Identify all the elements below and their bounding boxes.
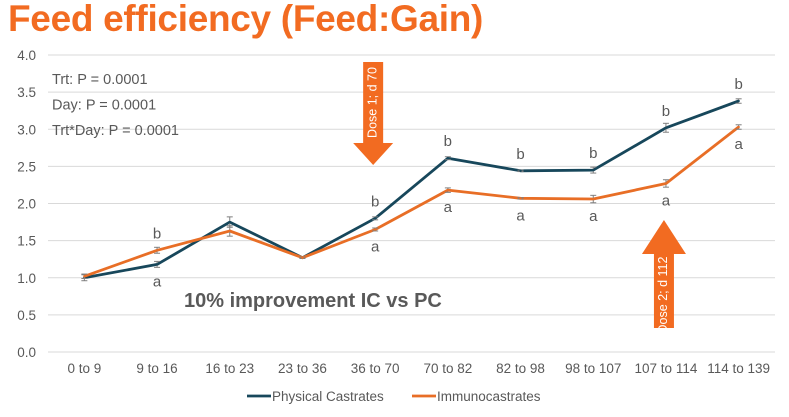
significance-letter: b	[516, 146, 524, 163]
legend-label-immunocastrates: Immunocastrates	[437, 389, 541, 404]
significance-letter: b	[734, 76, 742, 93]
significance-letter: a	[153, 273, 162, 290]
data-point	[301, 256, 304, 259]
significance-letter: b	[589, 145, 597, 162]
data-point	[446, 157, 450, 160]
significance-letter: b	[444, 133, 452, 150]
significance-letter: a	[734, 136, 743, 153]
data-point	[737, 125, 740, 129]
y-tick-label: 0.5	[17, 308, 36, 323]
data-point	[446, 188, 450, 192]
data-point	[373, 217, 377, 220]
data-point	[373, 228, 377, 231]
data-point	[519, 169, 522, 173]
chart-title: Feed efficiency (Feed:Gain)	[8, 0, 484, 39]
stat-text: Trt: P = 0.0001	[52, 72, 148, 88]
stat-text: Day: P = 0.0001	[52, 98, 156, 114]
significance-letter: a	[516, 207, 525, 224]
data-point	[519, 197, 522, 200]
stat-text: Trt*Day: P = 0.0001	[52, 123, 179, 139]
x-tick-label: 114 to 139	[707, 361, 770, 376]
data-point	[664, 182, 668, 185]
significance-letters: a b b a b a b a b a b a b a	[153, 76, 744, 290]
y-tick-label: 2.5	[17, 159, 36, 174]
dose-label: Dose 1; d 70	[365, 67, 379, 138]
data-point	[228, 220, 231, 224]
x-tick-label: 9 to 16	[136, 361, 177, 376]
x-tick-label: 70 to 82	[423, 361, 472, 376]
significance-letter: b	[153, 225, 161, 242]
significance-letter: b	[662, 103, 670, 120]
series-lines	[81, 98, 742, 282]
data-point	[592, 168, 595, 172]
dose-label: Dose 2; d 112	[656, 257, 670, 334]
x-tick-label: 0 to 9	[67, 361, 101, 376]
x-tick-label: 82 to 98	[496, 361, 545, 376]
y-tick-label: 1.5	[17, 234, 36, 249]
x-tick-label: 16 to 23	[205, 361, 254, 376]
series-line-physical-castrates	[84, 99, 740, 280]
x-tick-label: 23 to 36	[278, 361, 327, 376]
data-point	[228, 229, 231, 233]
y-axis-ticks: 0.0 0.5 1.0 1.5 2.0 2.5 3.0 3.5 4.0	[17, 48, 36, 360]
significance-letter: a	[371, 238, 380, 255]
series-line-immunocastrates	[83, 125, 740, 278]
x-tick-label: 36 to 70	[351, 361, 400, 376]
y-tick-label: 3.5	[17, 85, 36, 100]
data-point	[83, 275, 86, 278]
significance-letter: a	[662, 192, 671, 209]
y-tick-label: 2.0	[17, 197, 36, 212]
y-tick-label: 4.0	[17, 48, 36, 63]
x-tick-label: 98 to 107	[565, 361, 621, 376]
legend-label-physical-castrates: Physical Castrates	[272, 389, 384, 404]
data-point	[155, 249, 159, 252]
y-tick-label: 0.0	[17, 345, 36, 360]
x-axis-ticks: 0 to 9 9 to 16 16 to 23 23 to 36 36 to 70 70 …	[67, 361, 770, 376]
data-point	[737, 99, 740, 103]
dose-arrow-up	[641, 220, 686, 328]
legend: Physical Castrates Immunocastrates	[247, 389, 541, 404]
data-point	[664, 126, 668, 129]
significance-letter: b	[371, 193, 379, 210]
y-tick-label: 1.0	[17, 271, 36, 286]
gridlines	[48, 54, 775, 353]
improvement-annotation: 10% improvement IC vs PC	[184, 290, 442, 312]
dose-arrow-down	[353, 62, 394, 165]
stats-block: Trt: P = 0.0001 Day: P = 0.0001 Trt*Day: P…	[52, 72, 179, 139]
x-tick-label: 107 to 114	[635, 361, 698, 376]
data-point	[592, 197, 595, 201]
significance-letter: a	[444, 199, 453, 216]
significance-letter: a	[589, 208, 598, 225]
dose-arrows: Dose 1; d 70 Dose 2; d 112	[353, 62, 686, 333]
y-tick-label: 3.0	[17, 122, 36, 137]
data-point	[155, 263, 159, 266]
